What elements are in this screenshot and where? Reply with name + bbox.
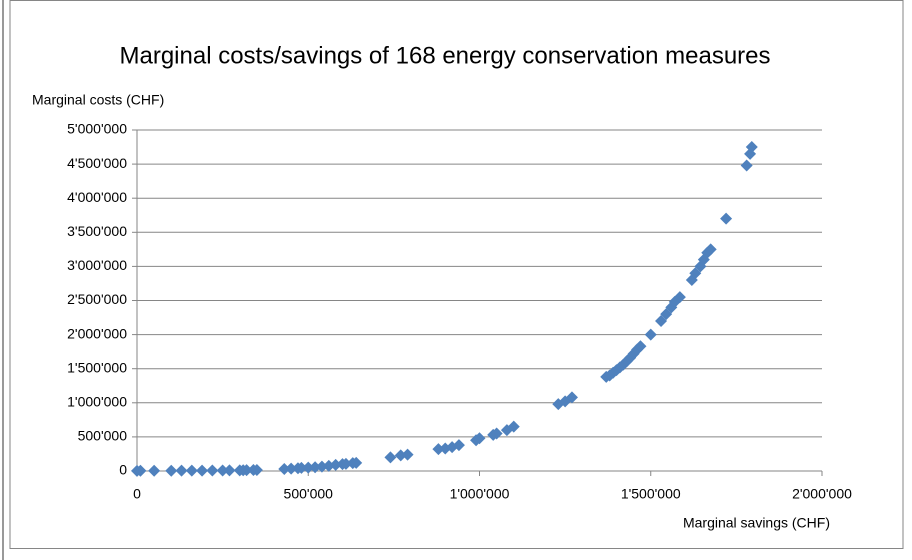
point: [432, 443, 445, 456]
point: [240, 464, 253, 477]
y-tick-label: 5'000'000: [67, 121, 127, 137]
point: [165, 464, 178, 477]
y-tick-label: 2'000'000: [67, 325, 127, 341]
point: [309, 461, 322, 474]
point: [250, 463, 263, 476]
point: [644, 328, 657, 341]
y-tick-label: 1'000'000: [67, 394, 127, 410]
y-tick-label: 4'000'000: [67, 189, 127, 205]
point: [745, 141, 758, 154]
point: [704, 243, 717, 256]
y-tick-label: 2'500'000: [67, 291, 127, 307]
point: [216, 464, 229, 477]
point: [384, 451, 397, 464]
point: [507, 420, 520, 433]
point: [452, 439, 465, 452]
point: [285, 462, 298, 475]
point: [490, 427, 503, 440]
y-tick-label: 3'000'000: [67, 257, 127, 273]
point: [185, 464, 198, 477]
point: [175, 464, 188, 477]
point: [500, 424, 513, 437]
y-tick-label: 3'500'000: [67, 223, 127, 239]
y-axis-label: Marginal costs (CHF): [32, 92, 164, 108]
point: [740, 159, 753, 172]
y-tick-label: 500'000: [78, 428, 128, 444]
y-tick-label: 4'500'000: [67, 155, 127, 171]
point: [634, 340, 647, 353]
point: [401, 448, 414, 461]
x-tick-label: 500'000: [284, 486, 334, 502]
x-tick-label: 1'000'000: [450, 486, 510, 502]
point: [223, 464, 236, 477]
point: [278, 462, 291, 475]
point: [350, 456, 363, 469]
point: [720, 212, 733, 225]
x-tick-label: 1'500'000: [621, 486, 681, 502]
point: [196, 464, 209, 477]
point: [302, 461, 315, 474]
y-tick-label: 0: [119, 462, 127, 478]
point: [329, 458, 342, 471]
point: [315, 460, 328, 473]
point: [206, 464, 219, 477]
point: [673, 291, 686, 304]
point: [295, 461, 308, 474]
point: [339, 457, 352, 470]
chart-frame: [9, 0, 904, 549]
y-tick-label: 1'500'000: [67, 359, 127, 375]
point: [148, 464, 161, 477]
x-tick-label: 2'000'000: [792, 486, 852, 502]
point: [565, 391, 578, 404]
point: [134, 464, 147, 477]
chart-title: Marginal costs/savings of 168 energy con…: [120, 42, 771, 69]
x-tick-label: 0: [133, 486, 141, 502]
point: [473, 432, 486, 445]
point: [394, 449, 407, 462]
x-axis-label: Marginal savings (CHF): [683, 515, 830, 531]
point: [697, 253, 710, 266]
